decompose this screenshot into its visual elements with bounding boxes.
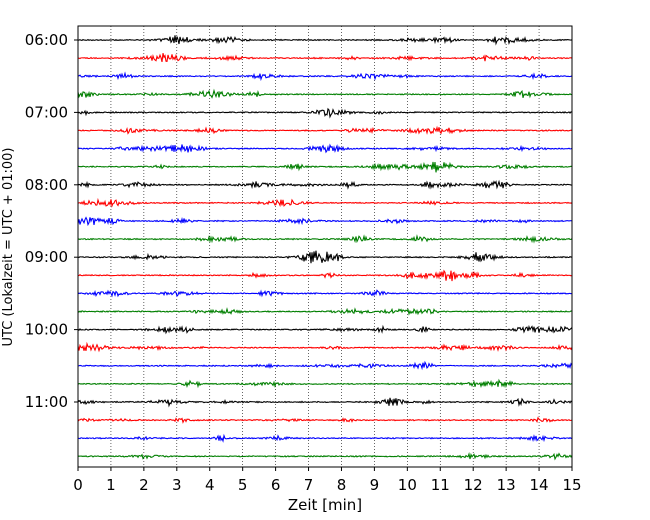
y-tick-label: 06:00	[25, 31, 68, 49]
x-tick-label: 15	[562, 476, 581, 494]
trace-line	[77, 107, 573, 119]
x-tick-label: 1	[106, 476, 116, 494]
x-tick-label: 6	[271, 476, 281, 494]
trace-line	[77, 125, 573, 135]
trace-line	[77, 35, 573, 46]
x-axis-ticks: 0 1 2 3 4 5 6 7 8 9 10 11 12 13 14 15	[73, 467, 582, 494]
trace-line	[77, 53, 573, 63]
trace-line	[77, 324, 573, 335]
trace-line	[77, 433, 573, 443]
x-tick-label: 8	[337, 476, 347, 494]
trace-line	[77, 360, 573, 371]
y-tick-label: 07:00	[25, 103, 68, 121]
trace-line	[77, 234, 573, 244]
trace-line	[77, 269, 573, 282]
trace-line	[77, 197, 573, 208]
x-axis-label: Zeit [min]	[288, 496, 362, 514]
trace-line	[77, 416, 573, 424]
x-tick-label: 0	[73, 476, 83, 494]
trace-line	[77, 143, 573, 154]
x-tick-label: 9	[370, 476, 380, 494]
trace-line	[77, 378, 573, 389]
x-tick-label: 10	[398, 476, 417, 494]
trace-line	[77, 452, 573, 461]
y-axis-label: UTC (Lokalzeit = UTC + 01:00)	[1, 148, 16, 347]
trace-line	[77, 289, 573, 298]
x-tick-label: 7	[304, 476, 314, 494]
y-axis-ticks: 06:00 07:00 08:00 09:00 10:00 11:00	[25, 31, 78, 411]
trace-line	[77, 250, 573, 264]
trace-line	[77, 88, 573, 99]
trace-line	[77, 216, 573, 227]
plot-frame	[77, 25, 573, 468]
x-tick-label: 5	[238, 476, 248, 494]
trace-line	[77, 397, 573, 408]
x-tick-label: 13	[497, 476, 516, 494]
trace-line	[77, 161, 573, 173]
trace-line	[77, 307, 573, 316]
x-tick-label: 11	[431, 476, 450, 494]
trace-line	[77, 71, 573, 82]
y-tick-label: 08:00	[25, 176, 68, 194]
trace-line	[77, 341, 573, 353]
y-tick-label: 09:00	[25, 248, 68, 266]
x-tick-label: 4	[205, 476, 215, 494]
x-tick-label: 12	[464, 476, 483, 494]
y-tick-label: 11:00	[25, 393, 68, 411]
x-tick-label: 2	[139, 476, 149, 494]
x-tick-label: 3	[172, 476, 182, 494]
traces-group	[77, 35, 573, 461]
x-tick-label: 14	[530, 476, 549, 494]
y-tick-label: 10:00	[25, 321, 68, 339]
trace-line	[77, 179, 573, 190]
